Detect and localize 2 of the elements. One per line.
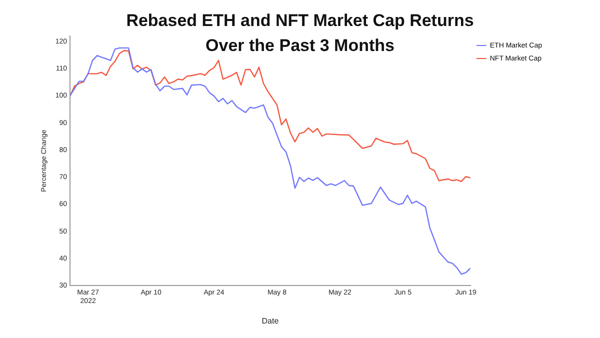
x-axis-title: Date [262, 316, 280, 326]
chart-title: Rebased ETH and NFT Market Cap Returns Over the Past 3 Months [125, 10, 475, 57]
